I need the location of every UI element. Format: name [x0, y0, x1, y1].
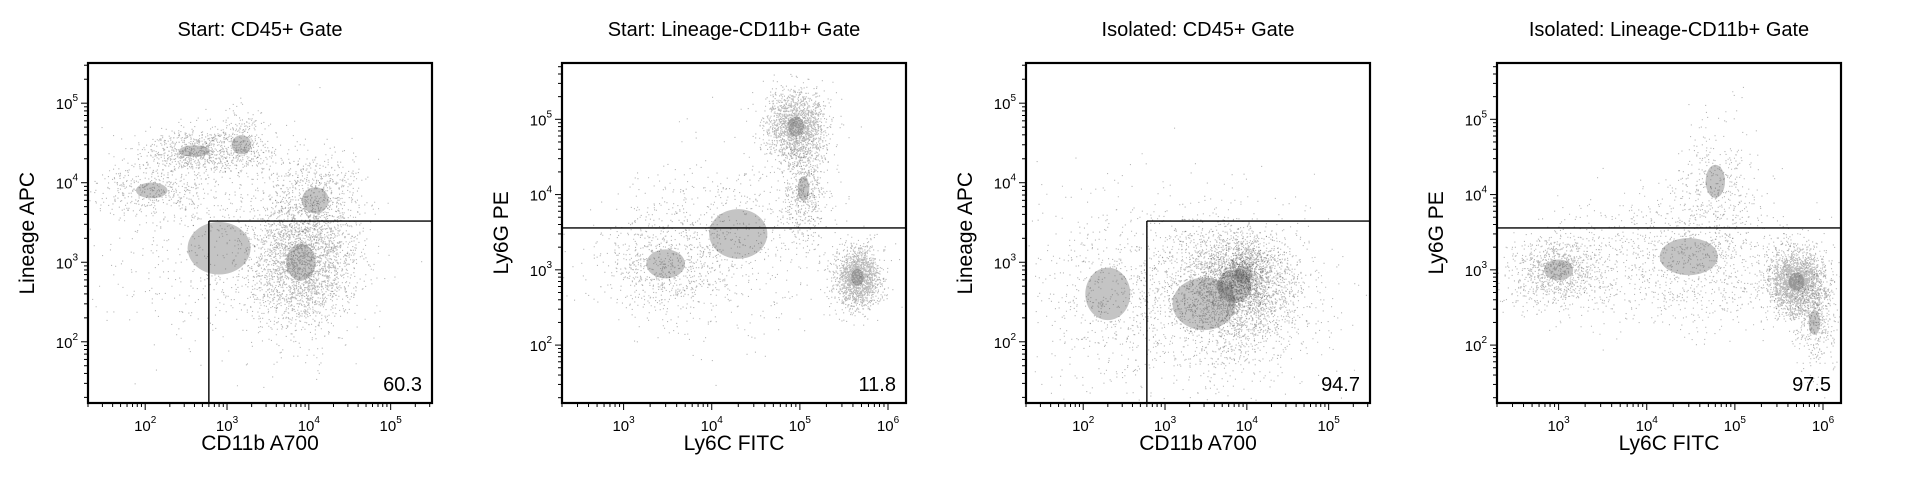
population-core — [1788, 272, 1805, 291]
x-tick-label: 105 — [1724, 415, 1747, 435]
x-tick-label: 102 — [134, 415, 157, 435]
population-core — [1172, 277, 1236, 331]
x-tick-label: 104 — [1636, 415, 1659, 435]
event-population — [1674, 86, 1759, 252]
y-tick-label: 105 — [1465, 109, 1488, 129]
x-axis-label: CD11b A700 — [1139, 432, 1257, 455]
flow-plot-panel: Isolated: CD45+ Gate CD11b A700 Lineage AP… — [935, 0, 1405, 489]
y-tick-label: 104 — [530, 185, 553, 205]
chart-title: Isolated: CD45+ Gate — [1101, 19, 1295, 41]
population-core — [1217, 269, 1252, 303]
population-core — [135, 182, 168, 199]
x-tick-label: 105 — [789, 415, 812, 435]
population-core — [1544, 259, 1574, 281]
event-dots — [1026, 127, 1367, 403]
y-tick-label: 103 — [994, 252, 1017, 272]
x-axis-label: Ly6C FITC — [683, 432, 785, 455]
x-tick-label: 106 — [877, 415, 900, 435]
y-tick-label: 102 — [56, 332, 79, 352]
x-axis-label: CD11b A700 — [201, 432, 319, 455]
population-core — [1808, 310, 1821, 335]
x-tick-label: 104 — [1236, 415, 1259, 435]
population-core — [286, 243, 316, 281]
plot-area: 94.7 102 103 104 105 102 103 104 105 — [994, 61, 1372, 435]
gate-percentage: 11.8 — [859, 374, 896, 396]
flow-plot-panel: Start: Lineage-CD11b+ Gate Ly6C FITC Ly6G … — [470, 0, 940, 489]
population-core — [301, 187, 329, 214]
plot-frame — [560, 61, 908, 405]
x-tick-label: 103 — [1154, 415, 1177, 435]
y-tick-label: 103 — [1465, 260, 1488, 280]
event-population — [820, 225, 903, 326]
y-tick-label: 104 — [56, 173, 79, 193]
flow-plot-panel: Isolated: Lineage-CD11b+ Gate Ly6C FITC Ly… — [1405, 0, 1875, 489]
plot-frame — [1024, 61, 1372, 405]
population-core — [1234, 265, 1253, 284]
x-tick-label: 102 — [1072, 415, 1095, 435]
event-population — [563, 186, 769, 343]
x-tick-label: 104 — [701, 415, 724, 435]
y-tick-label: 102 — [994, 332, 1017, 352]
y-tick-label: 104 — [1465, 185, 1488, 205]
x-tick-label: 105 — [1318, 415, 1341, 435]
x-tick-label: 103 — [216, 415, 239, 435]
x-tick-label: 105 — [380, 415, 403, 435]
x-axis-label: Ly6C FITC — [1618, 432, 1720, 455]
y-tick-label: 105 — [530, 109, 553, 129]
chart-title: Start: CD45+ Gate — [177, 19, 343, 41]
event-dots — [88, 84, 423, 388]
plot-frame — [86, 61, 434, 405]
x-tick-label: 103 — [612, 415, 635, 435]
x-tick-label: 106 — [1812, 415, 1835, 435]
event-population — [214, 158, 396, 380]
y-tick-label: 102 — [1465, 335, 1488, 355]
event-population — [747, 73, 850, 188]
y-tick-label: 105 — [994, 93, 1017, 113]
population-core — [187, 222, 251, 275]
population-core — [797, 176, 810, 202]
event-dots — [563, 73, 903, 387]
event-population — [1139, 174, 1340, 395]
population-core — [178, 145, 211, 157]
population-core — [646, 249, 686, 279]
y-tick-label: 103 — [56, 252, 79, 272]
event-dots — [1497, 86, 1841, 399]
plot-area: 97.5 103 104 105 106 102 103 104 105 — [1465, 61, 1843, 435]
population-core — [851, 268, 864, 286]
chart-title: Isolated: Lineage-CD11b+ Gate — [1528, 19, 1810, 41]
x-tick-label: 103 — [1547, 415, 1570, 435]
chart-title: Start: Lineage-CD11b+ Gate — [607, 19, 861, 41]
x-tick-label: 104 — [298, 415, 321, 435]
gate-percentage: 60.3 — [383, 374, 422, 396]
plot-frame — [1495, 61, 1843, 405]
y-tick-label: 102 — [530, 335, 553, 355]
population-core — [231, 135, 252, 155]
event-population — [1749, 216, 1841, 338]
event-population — [1497, 207, 1649, 331]
flow-plot-panel: Start: CD45+ Gate CD11b A700 Lineage APC 60… — [0, 0, 470, 489]
y-tick-label: 103 — [530, 260, 553, 280]
plot-area: 11.8 103 104 105 106 102 103 104 105 — [530, 61, 908, 435]
population-core — [1705, 164, 1726, 198]
population-core — [1085, 267, 1131, 321]
gate-percentage: 94.7 — [1321, 374, 1360, 396]
plot-area: 60.3 102 103 104 105 102 103 104 105 — [56, 61, 434, 435]
population-core — [787, 116, 805, 137]
population-core — [1659, 237, 1718, 276]
event-population — [183, 97, 291, 196]
population-core — [709, 209, 768, 259]
y-tick-label: 104 — [994, 173, 1017, 193]
gate-percentage: 97.5 — [1792, 374, 1831, 396]
y-tick-label: 105 — [56, 93, 79, 113]
